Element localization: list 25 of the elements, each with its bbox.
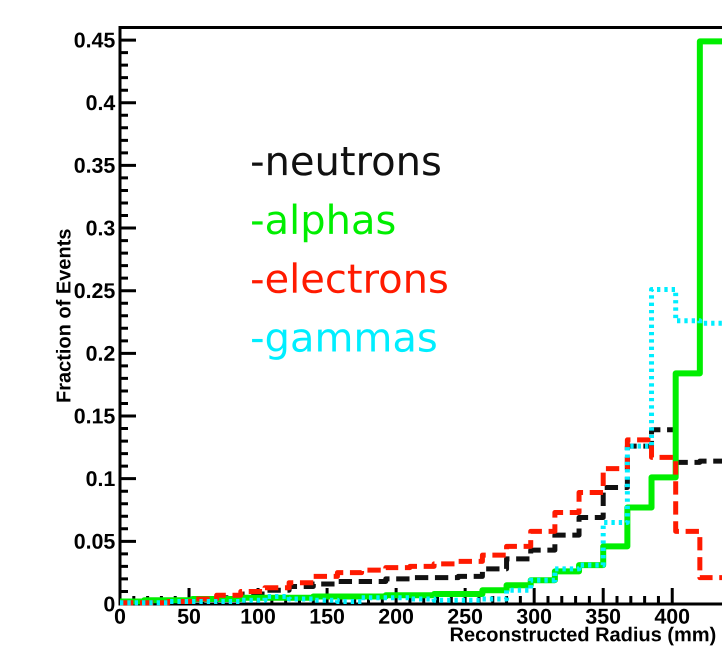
y-tick-label: 0.1 [86, 471, 115, 486]
x-tick-label: 400 [654, 608, 690, 624]
y-tick-label: 0.3 [86, 220, 115, 236]
y-tick-label: 0.25 [74, 283, 115, 298]
y-tick-label: 0.4 [86, 95, 116, 110]
x-tick-label: 150 [310, 608, 344, 624]
x-axis-title: Reconstructed Radius (mm) [450, 626, 716, 646]
text: -alphas [252, 204, 394, 242]
y-tick-label: 0.2 [86, 346, 114, 361]
y-tick-label: 0.35 [74, 158, 115, 173]
y-tick-label: 0.45 [74, 32, 115, 48]
y-axis-title: Fraction of Events [56, 229, 71, 402]
text: -gammas [252, 329, 436, 360]
x-tick-label: 300 [516, 608, 552, 624]
text: -neutrons [252, 147, 440, 176]
x-tick-label: 100 [242, 608, 275, 624]
x-tick-label: 350 [586, 608, 620, 624]
y-tick-label: 0.15 [74, 408, 115, 424]
y-tick-label: 0.05 [74, 534, 115, 549]
x-tick-label: 200 [379, 608, 414, 624]
x-tick-label: 0 [114, 608, 126, 624]
y-tick-label: 0 [104, 596, 114, 612]
text: -electrons [252, 262, 447, 294]
x-tick-label: 50 [178, 608, 200, 624]
x-tick-label: 250 [448, 608, 482, 624]
